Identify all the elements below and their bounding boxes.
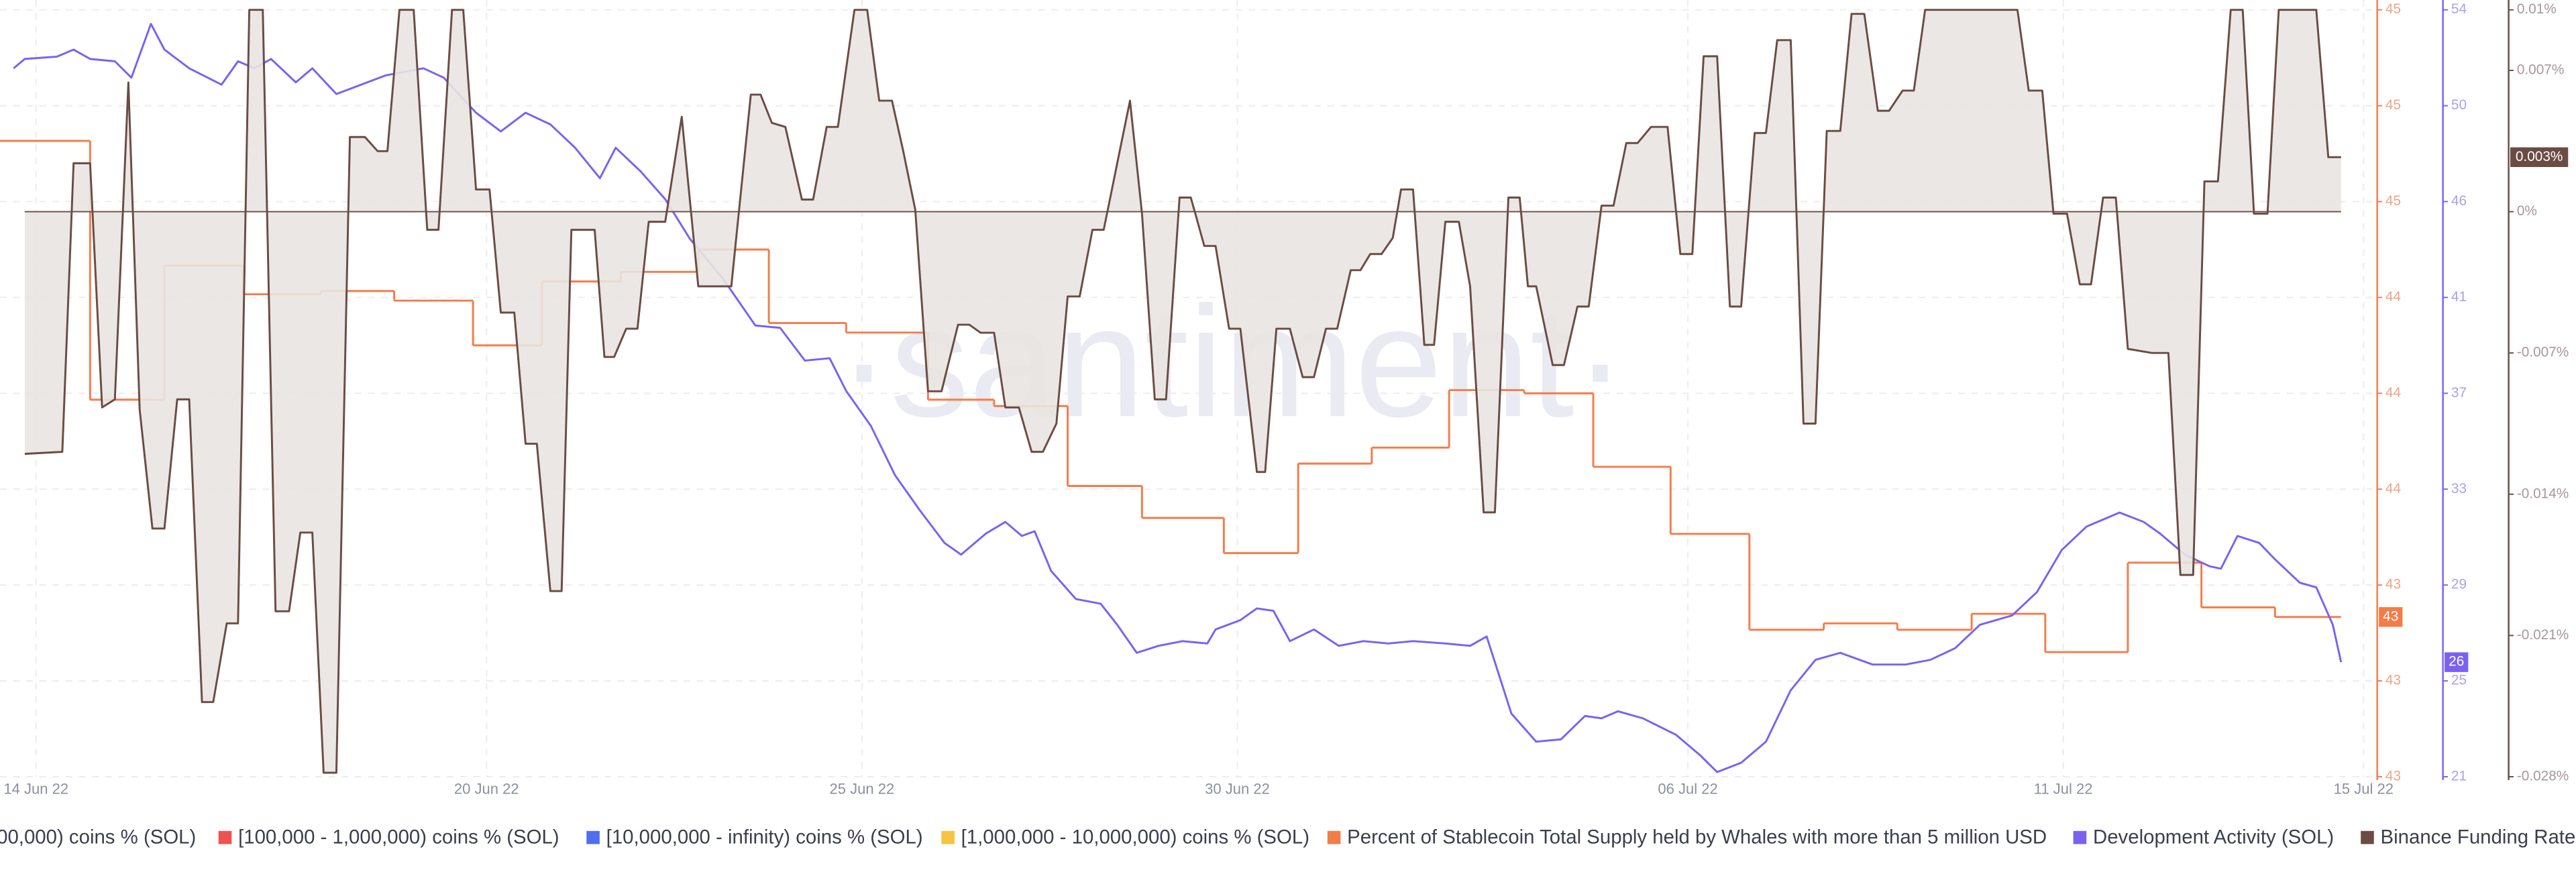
y-tick-label: 0% [2517,203,2537,219]
x-tick-label: 14 Jun 22 [3,780,68,797]
x-tick-label: 11 Jul 22 [2034,780,2093,797]
y-tick-label: 44 [2385,289,2401,305]
x-tick-label: 20 Jun 22 [454,780,519,797]
y-tick-label: -0.007% [2517,345,2569,360]
line [24,9,2341,774]
y-tick-label: 54 [2451,1,2467,17]
current-value-label: 26 [2449,654,2464,669]
legend-label: [1,000,000 - 10,000,000) coins % (SOL) [961,826,1309,849]
current-value-label: 0.003% [2516,149,2563,164]
y-tick-label: 29 [2451,577,2467,592]
y-tick-label: 45 [2385,1,2401,17]
y-tick-label: 45 [2385,193,2401,209]
y-tick-label: 46 [2451,193,2467,209]
y-tick-label: 43 [2385,577,2401,592]
legend-swatch [1327,830,1341,844]
y-tick-label: 45 [2385,97,2401,113]
x-tick-label: 15 Jul 22 [2334,780,2394,797]
legend-swatch [218,830,232,844]
y-tick-label: 50 [2451,97,2467,113]
y-tick-label: -0.021% [2517,627,2569,643]
y-tick-label: 21 [2451,769,2467,784]
y-tick-label: -0.014% [2517,486,2569,501]
legend-label: Percent of Stablecoin Total Supply held … [1347,826,2047,849]
y-tick-label: 44 [2385,481,2401,496]
line [13,23,2343,773]
y-tick-label: 37 [2451,385,2467,400]
x-tick-label: 06 Jul 22 [1658,780,1717,797]
x-tick-label: 25 Jun 22 [830,780,895,797]
y-tick-label: 0.007% [2517,62,2565,77]
legend-label: [100,000 - 1,000,000) coins % (SOL) [238,826,559,849]
x-tick-label: 30 Jun 22 [1205,780,1270,797]
y-tick-label: 43 [2385,673,2401,688]
legend-label: Binance Funding Rate ( [2381,826,2576,849]
current-value-tag [2379,607,2403,627]
y-tick-label: 25 [2451,673,2467,688]
legend-label: [10,000,000 - infinity) coins % (SOL) [606,826,923,849]
y-tick-label: 44 [2385,385,2401,400]
legend-label: 00,000) coins % (SOL) [0,826,196,849]
current-value-tag [2445,652,2469,672]
legend-label: Development Activity (SOL) [2093,826,2334,849]
y-tick-label: 43 [2385,769,2401,784]
y-tick-label: 33 [2451,481,2467,496]
legend-swatch [2073,830,2087,844]
current-value-label: 43 [2383,608,2398,624]
y-tick-label: 0.01% [2517,1,2557,17]
y-tick-label: -0.028% [2517,769,2569,784]
legend-swatch [2361,830,2374,844]
current-value-tag [2510,147,2569,168]
y-tick-label: 41 [2451,289,2467,305]
area [24,9,2341,773]
legend-swatch [941,830,955,844]
legend-swatch [586,830,600,844]
